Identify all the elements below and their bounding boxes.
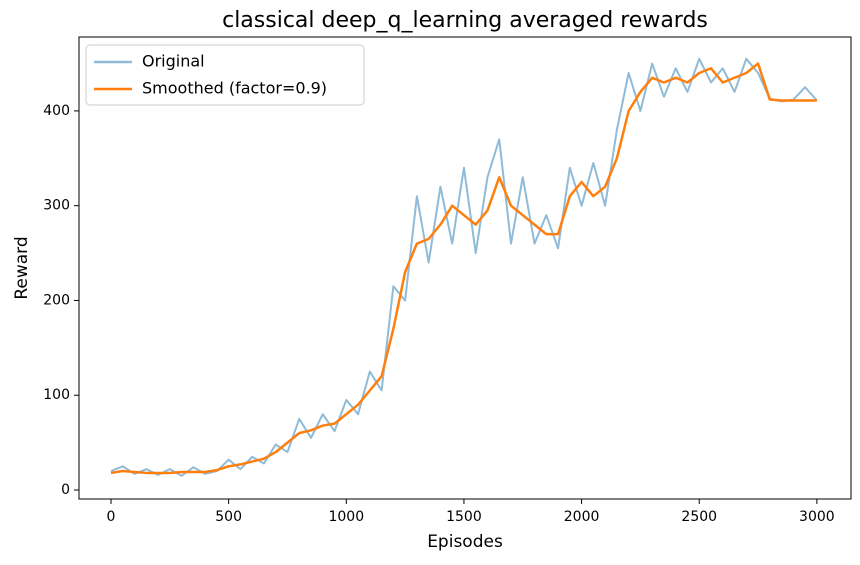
x-tick-label: 0 xyxy=(107,509,116,525)
y-tick-label: 100 xyxy=(43,387,70,403)
series-line xyxy=(110,62,817,475)
chart-title: classical deep_q_learning averaged rewar… xyxy=(222,8,708,33)
x-tick-label: 500 xyxy=(215,509,242,525)
x-tick-label: 3000 xyxy=(799,509,835,525)
x-tick-label: 1500 xyxy=(446,509,482,525)
x-axis-label: Episodes xyxy=(427,532,503,552)
y-tick-label: 200 xyxy=(43,292,70,308)
x-tick-label: 2000 xyxy=(564,509,600,525)
legend-label: Original xyxy=(142,52,205,71)
series-line xyxy=(110,57,818,477)
y-tick-label: 0 xyxy=(61,482,70,498)
y-axis-label: Reward xyxy=(12,236,32,299)
y-tick-label: 300 xyxy=(43,198,70,214)
y-tick-label: 400 xyxy=(43,103,70,119)
legend-box xyxy=(85,44,365,106)
x-tick-label: 2500 xyxy=(681,509,717,525)
legend-label: Smoothed (factor=0.9) xyxy=(142,79,327,98)
axes-frame xyxy=(78,36,852,500)
x-tick-label: 1000 xyxy=(328,509,364,525)
